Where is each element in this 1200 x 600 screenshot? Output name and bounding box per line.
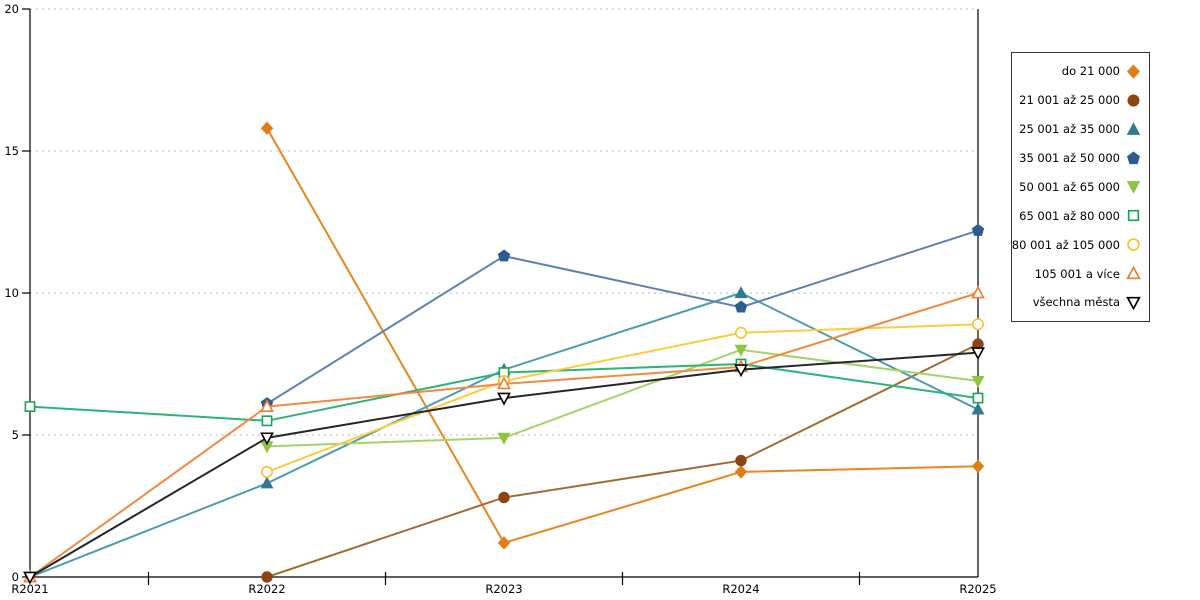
circle-marker-icon bbox=[1127, 238, 1140, 251]
triangle-down-marker-icon bbox=[23, 571, 37, 585]
legend-item-label: 50 001 až 65 000 bbox=[1019, 179, 1120, 194]
series-2 bbox=[261, 338, 984, 583]
legend-item-label: 35 001 až 50 000 bbox=[1019, 151, 1120, 166]
square-marker-icon bbox=[1127, 210, 1140, 222]
pentagon-marker-icon bbox=[497, 249, 511, 262]
legend-item-7: 80 001 až 105 000 bbox=[1012, 237, 1141, 252]
triangle-up-marker-icon bbox=[971, 285, 985, 299]
y-tick-label: 20 bbox=[4, 2, 19, 16]
series-line bbox=[266, 229, 979, 405]
circle-marker-icon bbox=[735, 326, 747, 339]
legend: do 21 000 21 001 až 25 000 25 001 až 35 00… bbox=[1011, 52, 1150, 322]
legend-item-1: do 21 000 bbox=[1016, 64, 1141, 79]
legend-item-label: 21 001 až 25 000 bbox=[1019, 93, 1120, 108]
series-5 bbox=[260, 344, 985, 454]
triangle-up-marker-icon bbox=[497, 376, 511, 390]
diamond-marker-icon bbox=[497, 536, 511, 550]
triangle-up-marker-icon bbox=[1126, 266, 1141, 280]
series-line bbox=[266, 127, 979, 545]
x-tick-label: R2023 bbox=[485, 582, 522, 596]
pentagon-marker-icon bbox=[971, 223, 985, 236]
legend-item-label: 25 001 až 35 000 bbox=[1019, 122, 1120, 137]
square-marker-icon bbox=[498, 367, 510, 378]
y-tick-label: 10 bbox=[4, 286, 19, 300]
y-tick-label: 0 bbox=[12, 570, 19, 584]
diamond-marker-icon bbox=[734, 465, 748, 479]
y-tick-label: 15 bbox=[4, 144, 19, 158]
triangle-down-marker-icon bbox=[260, 432, 274, 446]
pentagon-marker-icon bbox=[1127, 151, 1140, 164]
plot-area: 0 5 10 15 20 R2021 R2022 R2023 R2024 R2025 bbox=[4, 2, 996, 596]
triangle-up-marker-icon bbox=[260, 476, 274, 489]
circle-marker-icon bbox=[1127, 94, 1140, 107]
pentagon-legend-icon bbox=[1127, 151, 1140, 164]
series-9 bbox=[23, 347, 985, 585]
legend-item-label: 105 001 a více bbox=[1034, 266, 1120, 281]
square-legend-icon bbox=[1127, 210, 1140, 222]
circle-marker-icon bbox=[261, 465, 273, 478]
triangle-down-legend-icon bbox=[1126, 296, 1141, 310]
circle-legend-icon bbox=[1127, 238, 1140, 251]
legend-item-3: 25 001 až 35 000 bbox=[1016, 121, 1141, 137]
square-marker-icon bbox=[972, 392, 984, 404]
legend-item-label: 80 001 až 105 000 bbox=[1011, 237, 1120, 252]
triangle-down-marker-icon bbox=[497, 432, 511, 445]
x-tick-label: R2022 bbox=[248, 582, 285, 596]
series-4 bbox=[260, 223, 985, 410]
square-marker-icon bbox=[261, 415, 273, 427]
legend-item-label: do 21 000 bbox=[1061, 64, 1120, 79]
legend-item-6: 65 001 až 80 000 bbox=[1016, 208, 1141, 223]
triangle-up-legend-icon bbox=[1126, 121, 1141, 135]
circle-marker-icon bbox=[972, 318, 984, 331]
diamond-marker-icon bbox=[1127, 64, 1140, 79]
legend-item-9: všechna města bbox=[1016, 295, 1141, 310]
circle-marker-icon bbox=[735, 454, 747, 467]
triangle-down-marker-icon bbox=[1126, 296, 1141, 310]
x-tick-label: R2021 bbox=[11, 582, 48, 596]
y-tick-label: 5 bbox=[12, 428, 19, 442]
series-1 bbox=[260, 121, 985, 550]
legend-item-4: 35 001 až 50 000 bbox=[1016, 151, 1141, 166]
series-line bbox=[266, 323, 979, 473]
legend-item-label: všechna města bbox=[1032, 295, 1120, 310]
diamond-marker-icon bbox=[971, 459, 985, 473]
diamond-legend-icon bbox=[1127, 64, 1140, 79]
legend-item-8: 105 001 a více bbox=[1016, 266, 1141, 281]
triangle-down-legend-icon bbox=[1126, 181, 1141, 195]
triangle-up-marker-icon bbox=[1126, 121, 1141, 135]
triangle-down-marker-icon bbox=[971, 375, 985, 388]
triangle-up-marker-icon bbox=[971, 402, 985, 415]
triangle-down-marker-icon bbox=[1126, 181, 1141, 195]
triangle-up-marker-icon bbox=[734, 286, 748, 299]
circle-marker-icon bbox=[261, 571, 273, 583]
series-line bbox=[266, 348, 979, 448]
square-marker-icon bbox=[24, 401, 36, 413]
legend-item-label: 65 001 až 80 000 bbox=[1019, 208, 1120, 223]
x-tick-label: R2025 bbox=[959, 582, 996, 596]
legend-item-2: 21 001 až 25 000 bbox=[1016, 93, 1141, 108]
series-7 bbox=[261, 318, 984, 478]
legend-item-5: 50 001 až 65 000 bbox=[1016, 179, 1141, 195]
series-6 bbox=[24, 358, 984, 427]
triangle-up-legend-icon bbox=[1126, 266, 1141, 280]
triangle-down-marker-icon bbox=[734, 364, 748, 378]
triangle-down-marker-icon bbox=[734, 344, 748, 357]
series-line bbox=[266, 343, 979, 578]
triangle-down-marker-icon bbox=[971, 347, 985, 361]
triangle-up-marker-icon bbox=[260, 399, 274, 413]
circle-legend-icon bbox=[1127, 94, 1140, 107]
circle-marker-icon bbox=[498, 491, 510, 504]
pentagon-marker-icon bbox=[734, 300, 748, 313]
diamond-marker-icon bbox=[260, 121, 274, 136]
triangle-down-marker-icon bbox=[497, 392, 511, 406]
x-tick-label: R2024 bbox=[722, 582, 759, 596]
